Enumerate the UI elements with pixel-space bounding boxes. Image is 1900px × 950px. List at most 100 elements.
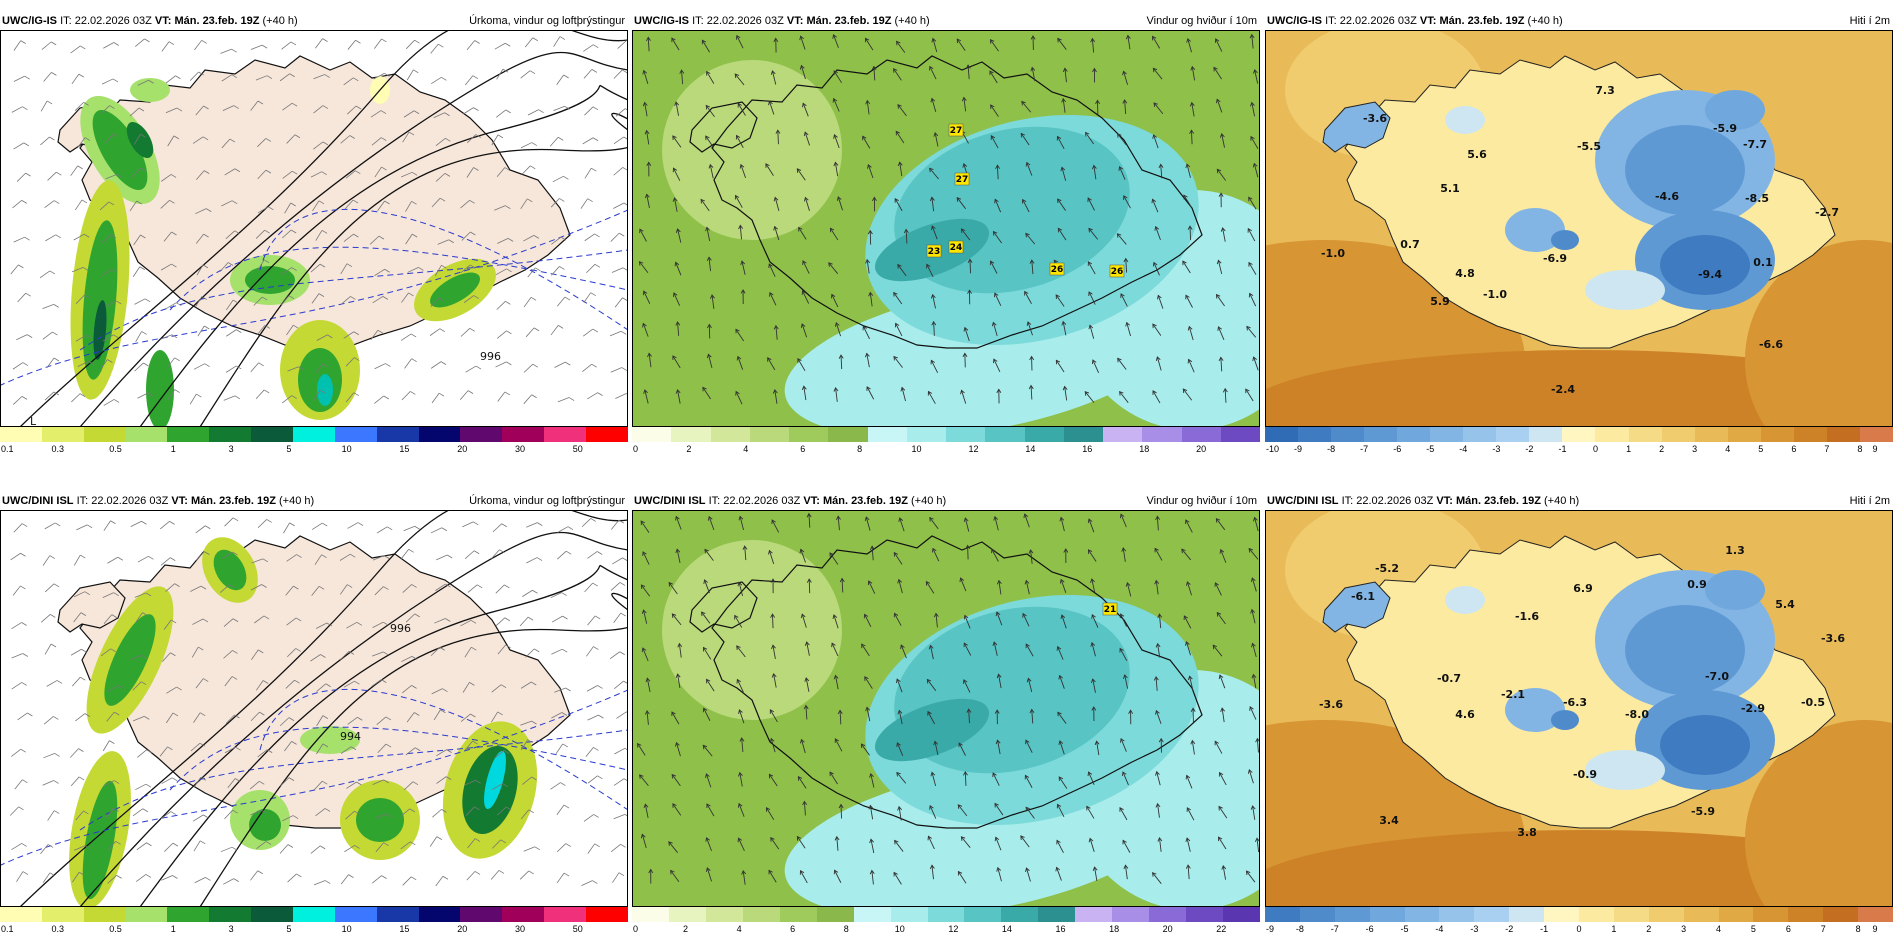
colorbar-tick-label: 0.3 bbox=[51, 444, 65, 454]
wind-arrow bbox=[1088, 228, 1099, 240]
map-panel-p5: UWC/DINI ISL IT: 22.02.2026 03Z VT: Mán.… bbox=[632, 492, 1260, 950]
wind-arrow bbox=[677, 674, 681, 689]
wind-arrow bbox=[734, 615, 743, 628]
colorbar-swatch bbox=[586, 427, 628, 442]
wind-barb bbox=[374, 395, 385, 404]
wind-arrow bbox=[642, 551, 650, 565]
field-patch bbox=[356, 798, 404, 842]
wind-arrow bbox=[1253, 163, 1259, 178]
wind-barb bbox=[11, 622, 22, 630]
wind-arrow bbox=[737, 103, 746, 116]
wind-arrow-head bbox=[862, 135, 867, 141]
wind-arrow bbox=[870, 839, 875, 854]
wind-arrow bbox=[765, 163, 774, 176]
wind-barb bbox=[221, 74, 233, 82]
wind-barb-feather bbox=[619, 232, 625, 237]
wind-arrow bbox=[806, 641, 810, 656]
wind-barb bbox=[403, 781, 414, 791]
wind-arrow bbox=[675, 102, 680, 116]
gust-label: 21 bbox=[1104, 605, 1117, 615]
wind-arrow-head bbox=[675, 548, 681, 554]
wind-barb bbox=[315, 38, 323, 49]
wind-barb bbox=[73, 554, 81, 566]
wind-arrow bbox=[866, 259, 870, 274]
wind-arrow bbox=[1181, 548, 1192, 561]
wind-arrow bbox=[834, 738, 843, 752]
wind-arrow-head bbox=[1063, 548, 1069, 553]
wind-barb-feather bbox=[227, 262, 234, 266]
wind-arrow bbox=[1055, 360, 1065, 373]
wind-barb-feather bbox=[80, 45, 86, 50]
wind-barb-feather bbox=[52, 331, 58, 336]
wind-arrow bbox=[893, 356, 903, 368]
wind-arrow-head bbox=[1154, 225, 1160, 231]
wind-arrow-head bbox=[737, 837, 743, 843]
wind-barb-feather bbox=[381, 679, 387, 683]
wind-barb-feather bbox=[259, 780, 265, 785]
colorbar-swatch bbox=[906, 427, 946, 442]
wind-barb bbox=[286, 554, 297, 562]
wind-barb-feather bbox=[378, 235, 385, 240]
wind-arrow bbox=[702, 387, 711, 400]
wind-arrow-head bbox=[1218, 674, 1224, 680]
wind-arrow bbox=[1217, 260, 1223, 275]
wind-barb-feather bbox=[112, 78, 119, 83]
wind-barb-feather bbox=[470, 713, 476, 718]
wind-barb bbox=[430, 43, 439, 54]
wind-barb-feather bbox=[53, 304, 59, 308]
wind-barb bbox=[463, 295, 475, 303]
wind-arrow bbox=[1057, 136, 1065, 150]
wind-barb bbox=[372, 875, 382, 884]
wind-barb-feather bbox=[49, 872, 56, 877]
wind-arrow-head bbox=[675, 515, 680, 521]
wind-barb bbox=[496, 330, 507, 339]
wind-arrow-head bbox=[1153, 676, 1159, 681]
wind-barb-feather bbox=[148, 555, 154, 560]
wind-arrow bbox=[1254, 69, 1259, 84]
wind-arrow bbox=[642, 647, 649, 662]
wind-barb-feather bbox=[55, 234, 61, 239]
colorbar-swatch bbox=[209, 907, 252, 922]
wind-arrow-head bbox=[772, 389, 778, 394]
wind-barb-feather bbox=[440, 361, 447, 365]
wind-barb-feather bbox=[473, 550, 480, 555]
colorbar-tick-label: 7 bbox=[1824, 444, 1830, 454]
wind-arrow bbox=[1185, 295, 1193, 308]
wind-arrow bbox=[931, 772, 937, 787]
wind-barb bbox=[405, 201, 412, 212]
wind-arrow bbox=[1025, 807, 1035, 819]
wind-barb-feather bbox=[377, 329, 384, 334]
wind-barb bbox=[74, 199, 83, 211]
wind-barb bbox=[132, 681, 142, 691]
wind-barb bbox=[285, 585, 294, 596]
wind-arrow bbox=[1020, 835, 1030, 848]
wind-arrow bbox=[797, 358, 806, 372]
wind-arrow bbox=[1191, 102, 1195, 117]
wind-barb-feather bbox=[383, 586, 389, 590]
wind-barb bbox=[374, 363, 386, 370]
colorbar-swatch bbox=[1613, 907, 1649, 922]
wind-arrow bbox=[770, 738, 776, 753]
wind-arrow-head bbox=[1125, 581, 1131, 587]
wind-arrow bbox=[900, 644, 907, 659]
wind-arrow bbox=[1126, 582, 1132, 597]
wind-arrow bbox=[644, 102, 648, 117]
wind-barb-feather bbox=[350, 746, 357, 751]
wind-barb-feather bbox=[236, 365, 242, 370]
wind-barb-feather bbox=[262, 680, 269, 684]
wind-arrow-head bbox=[639, 228, 644, 234]
wind-arrow bbox=[1120, 293, 1128, 307]
wind-barb-feather bbox=[473, 167, 479, 171]
colorbar-swatch bbox=[668, 907, 706, 922]
map-panel-p1: UWC/IG-IS IT: 22.02.2026 03Z VT: Mán. 23… bbox=[0, 12, 628, 470]
wind-arrow-head bbox=[1158, 163, 1164, 169]
issue-time: 22.02.2026 03Z bbox=[1356, 495, 1434, 507]
wind-arrow bbox=[1117, 358, 1127, 370]
wind-barb bbox=[523, 297, 532, 308]
wind-arrow bbox=[831, 294, 839, 308]
wind-barb bbox=[400, 808, 411, 817]
wind-arrow bbox=[1062, 321, 1067, 336]
wind-barb-feather bbox=[144, 716, 150, 720]
wind-barb bbox=[131, 167, 141, 178]
wind-barb-feather bbox=[623, 202, 628, 206]
